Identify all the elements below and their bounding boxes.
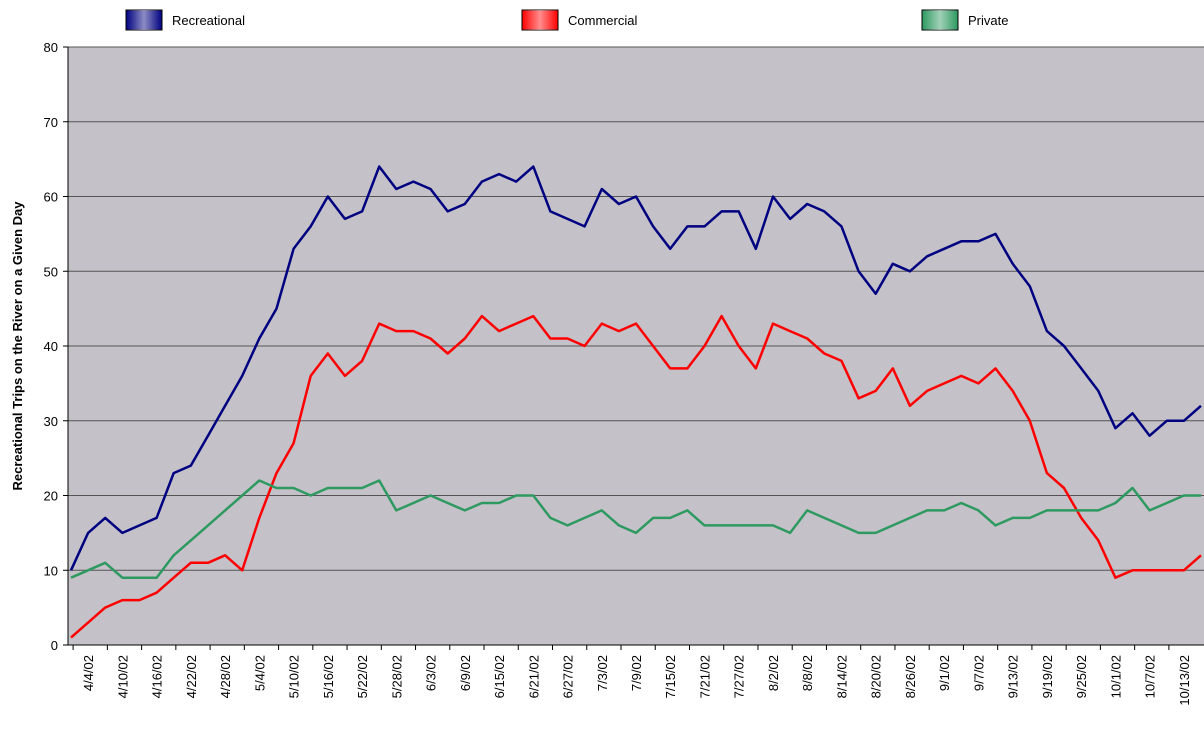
- x-tick-label: 5/16/02: [321, 655, 336, 698]
- x-tick-label: 7/27/02: [732, 655, 747, 698]
- legend-label: Recreational: [172, 13, 245, 28]
- x-tick-label: 9/1/02: [937, 655, 952, 691]
- x-tick-label: 4/4/02: [81, 655, 96, 691]
- x-tick-label: 7/15/02: [663, 655, 678, 698]
- x-tick-label: 6/27/02: [561, 655, 576, 698]
- y-tick-label: 80: [44, 40, 58, 55]
- x-tick-label: 5/10/02: [287, 655, 302, 698]
- x-tick-label: 4/28/02: [218, 655, 233, 698]
- x-tick-label: 10/7/02: [1143, 655, 1158, 698]
- legend-swatch-shine: [922, 10, 958, 30]
- x-tick-label: 10/13/02: [1177, 655, 1192, 706]
- x-tick-label: 6/9/02: [458, 655, 473, 691]
- y-tick-label: 40: [44, 339, 58, 354]
- x-tick-label: 8/26/02: [903, 655, 918, 698]
- x-tick-label: 7/9/02: [629, 655, 644, 691]
- x-tick-label: 8/20/02: [869, 655, 884, 698]
- y-axis-title: Recreational Trips on the River on a Giv…: [10, 201, 25, 491]
- x-tick-label: 8/8/02: [800, 655, 815, 691]
- x-tick-label: 7/21/02: [697, 655, 712, 698]
- x-tick-label: 8/14/02: [834, 655, 849, 698]
- series-line: [69, 165, 1202, 571]
- y-tick-label: 20: [44, 489, 58, 504]
- y-tick-label: 50: [44, 264, 58, 279]
- y-tick-label: 30: [44, 414, 58, 429]
- legend-swatch-shine: [522, 10, 558, 30]
- x-tick-label: 9/7/02: [971, 655, 986, 691]
- x-tick-label: 9/19/02: [1040, 655, 1055, 698]
- x-tick-label: 6/3/02: [424, 655, 439, 691]
- x-tick-label: 6/21/02: [526, 655, 541, 698]
- x-tick-label: 5/4/02: [252, 655, 267, 691]
- legend-label: Commercial: [568, 13, 637, 28]
- series-line: [70, 479, 1201, 579]
- y-tick-label: 70: [44, 115, 58, 130]
- x-tick-label: 8/2/02: [766, 655, 781, 691]
- legend-swatch-shine: [126, 10, 162, 30]
- y-tick-label: 10: [44, 563, 58, 578]
- x-tick-label: 6/15/02: [492, 655, 507, 698]
- x-tick-label: 5/22/02: [355, 655, 370, 698]
- x-tick-label: 7/3/02: [595, 655, 610, 691]
- y-tick-label: 0: [51, 638, 58, 653]
- series-line: [70, 314, 1202, 639]
- y-tick-label: 60: [44, 190, 58, 205]
- x-tick-label: 10/1/02: [1108, 655, 1123, 698]
- x-tick-label: 4/16/02: [150, 655, 165, 698]
- legend-label: Private: [968, 13, 1008, 28]
- x-tick-label: 5/28/02: [389, 655, 404, 698]
- x-tick-label: 9/25/02: [1074, 655, 1089, 698]
- x-tick-label: 9/13/02: [1006, 655, 1021, 698]
- x-tick-label: 4/10/02: [115, 655, 130, 698]
- x-tick-label: 4/22/02: [184, 655, 199, 698]
